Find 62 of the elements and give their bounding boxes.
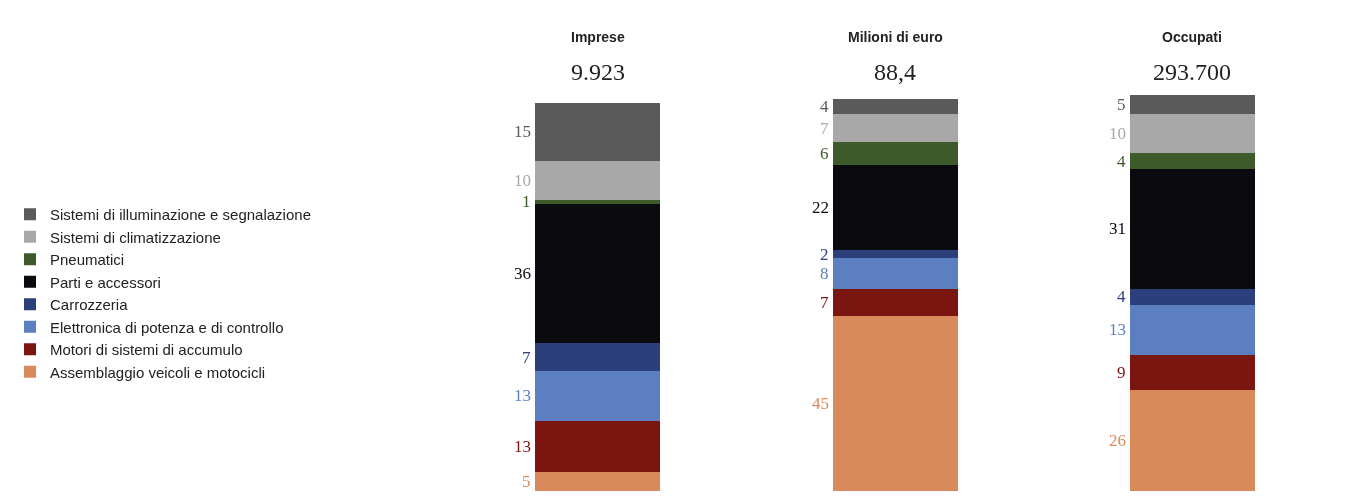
data-label: 2 <box>820 245 829 264</box>
legend-label: Elettronica di potenza e di controllo <box>50 318 284 336</box>
bar <box>535 471 661 491</box>
bar <box>1129 95 1255 115</box>
data-label: 10 <box>514 171 531 190</box>
bar <box>1129 153 1255 169</box>
legend-label: Pneumatici <box>50 251 125 269</box>
data-label: 31 <box>1109 219 1126 238</box>
bar <box>535 102 661 161</box>
data-label: 15 <box>514 122 531 141</box>
legend-label: Motori di sistemi di accumulo <box>50 341 243 359</box>
data-label: 13 <box>514 437 531 456</box>
data-label: 9 <box>1117 363 1126 382</box>
data-label: 10 <box>1109 124 1126 143</box>
bar <box>535 203 661 344</box>
bar <box>832 114 958 142</box>
bar <box>1129 304 1255 356</box>
data-label: 45 <box>812 394 829 413</box>
bar <box>535 421 661 472</box>
bar <box>535 199 661 204</box>
bar <box>832 141 958 165</box>
data-label: 13 <box>1109 320 1126 339</box>
text: 9.923 <box>571 59 625 85</box>
bar <box>1129 168 1255 290</box>
bar <box>535 370 661 422</box>
bar <box>1129 355 1255 391</box>
bar <box>1129 114 1255 154</box>
data-label: 7 <box>820 293 829 312</box>
legend-label: Sistemi di illuminazione e segnalazione <box>50 206 311 224</box>
legend-label: Sistemi di climatizzazione <box>50 228 221 246</box>
data-label: 13 <box>514 386 531 405</box>
data-label: 4 <box>820 97 829 116</box>
data-label: 7 <box>820 119 829 138</box>
legend-label: Parti e accessori <box>50 273 161 291</box>
legend-label: Assemblaggio veicoli e motocicli <box>50 363 266 381</box>
x-tick-label: Occupati <box>1162 29 1222 45</box>
bar <box>832 289 958 317</box>
data-label: 7 <box>522 348 531 367</box>
text: 293.700 <box>1153 59 1231 85</box>
x-tick-label: Imprese <box>571 29 625 45</box>
bar <box>1129 390 1255 491</box>
bar <box>832 316 958 491</box>
bar <box>832 164 958 251</box>
data-label: 6 <box>820 144 829 163</box>
data-label: 5 <box>1117 95 1126 114</box>
data-label: 1 <box>522 192 531 211</box>
data-label: 4 <box>1117 152 1126 171</box>
data-label: 26 <box>1109 431 1126 450</box>
bar <box>832 98 958 115</box>
data-label: 8 <box>820 264 829 283</box>
data-label: 5 <box>522 472 531 491</box>
bar <box>1129 289 1255 305</box>
data-label: 36 <box>514 264 531 283</box>
data-label: 22 <box>812 198 829 217</box>
x-tick-label: Milioni di euro <box>848 29 943 45</box>
legend-label: Carrozzeria <box>50 296 129 314</box>
bar <box>832 258 958 290</box>
bar <box>832 250 958 259</box>
bar <box>535 161 661 200</box>
text: 88,4 <box>874 59 916 85</box>
data-label: 4 <box>1117 287 1126 306</box>
bar <box>535 343 661 371</box>
